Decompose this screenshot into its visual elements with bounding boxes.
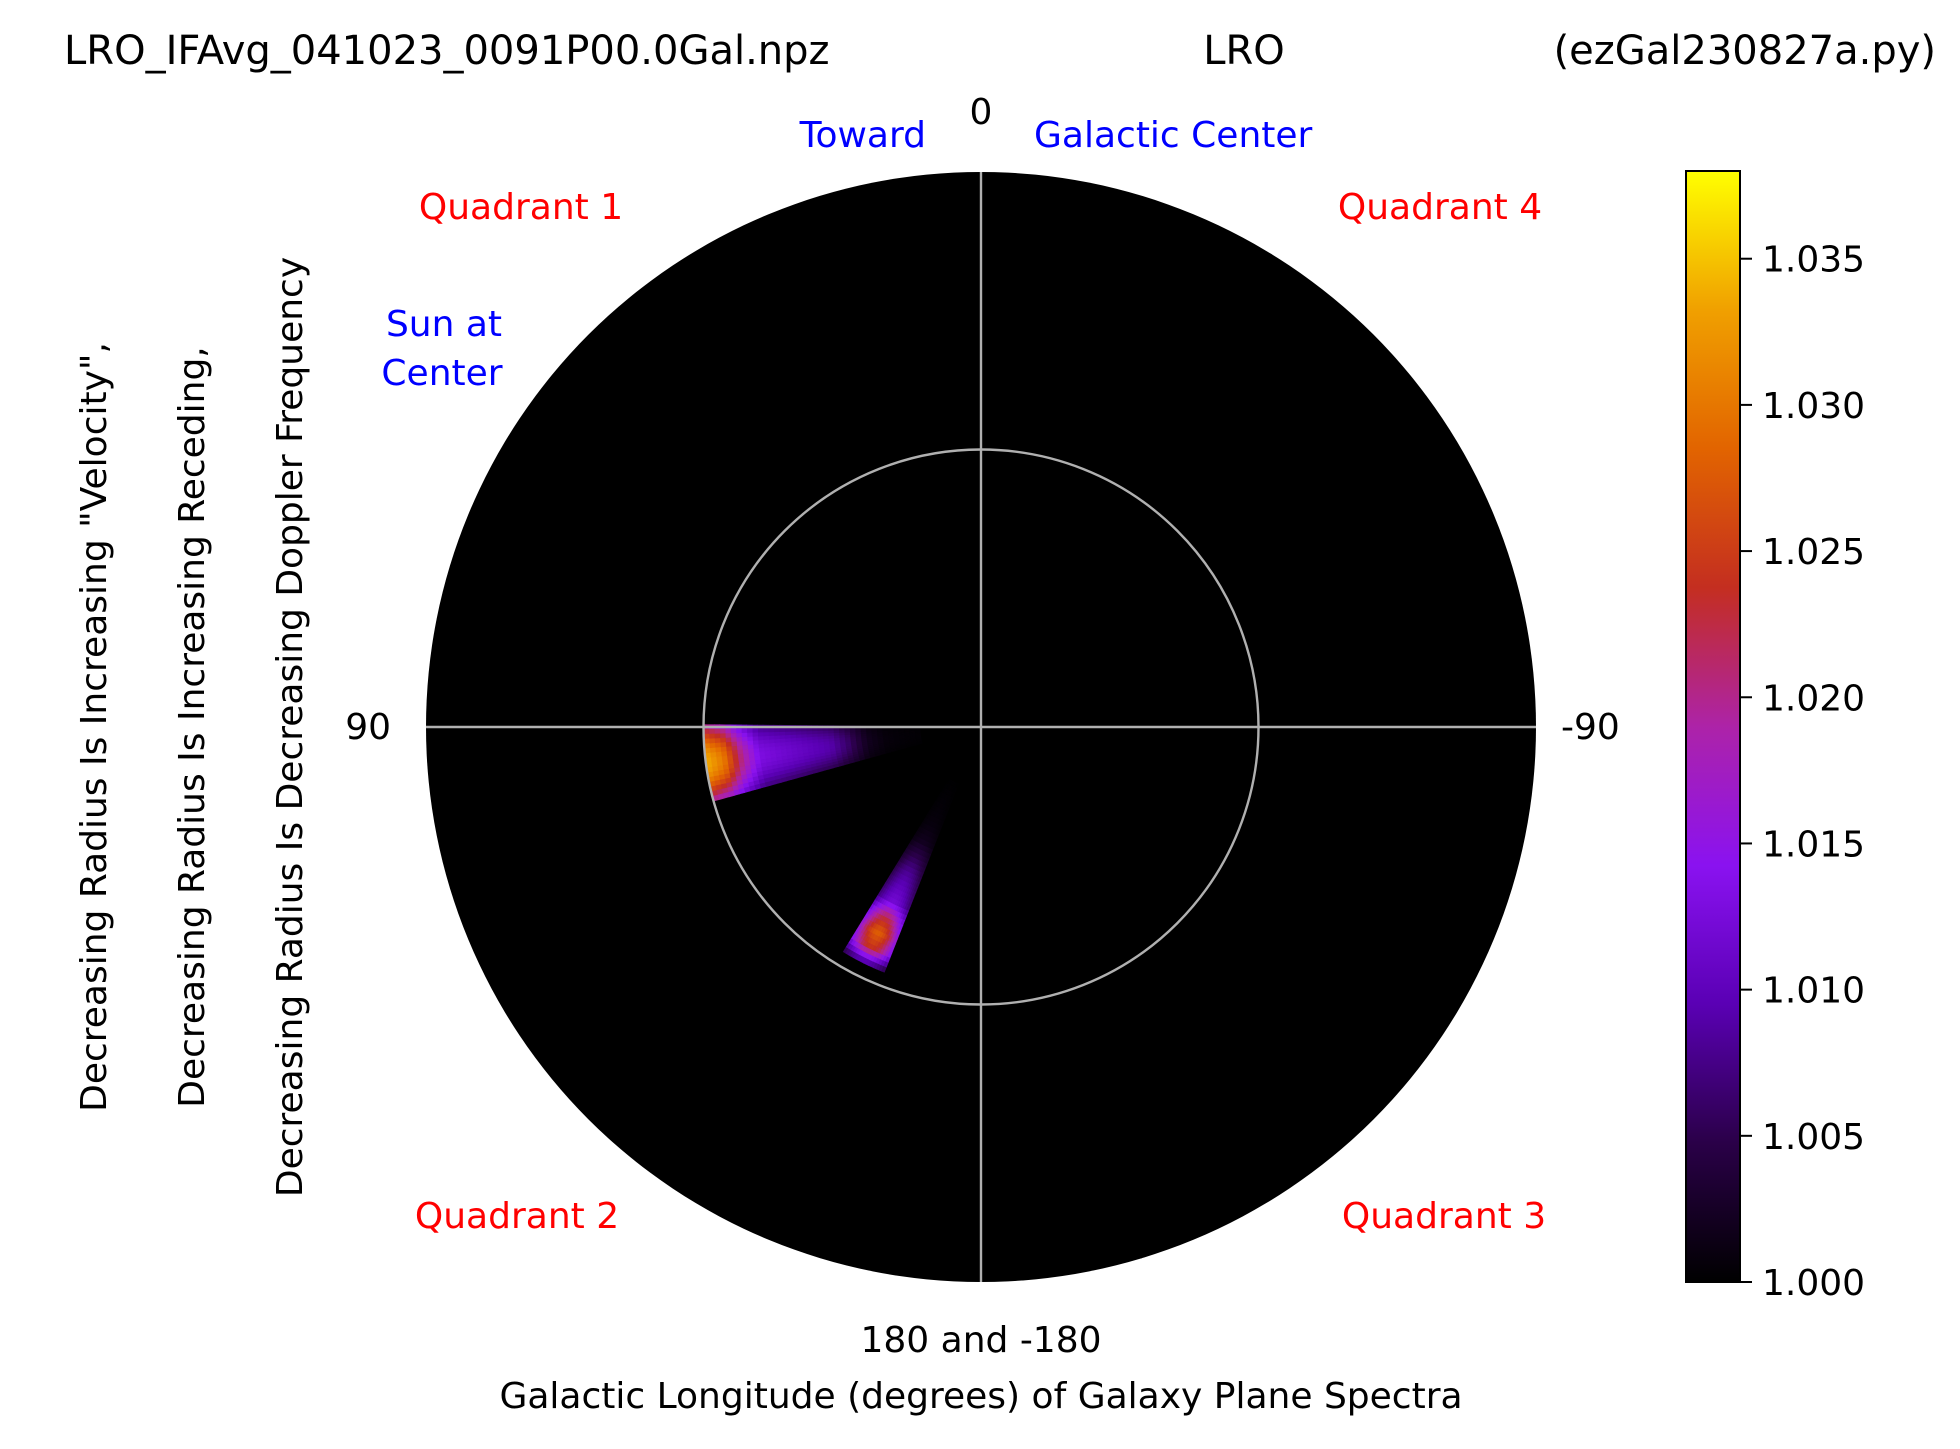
heatmap-cell — [768, 732, 775, 737]
heatmap-wedge-2 — [842, 778, 960, 973]
colorbar-tick-label: 1.035 — [1762, 240, 1865, 281]
header-filename: LRO_IFAvg_041023_0091P00.0Gal.npz — [64, 28, 830, 74]
heatmap-cell — [714, 742, 721, 749]
heatmap-cell — [762, 735, 770, 741]
heatmap-cell — [773, 731, 780, 737]
heatmap-cell — [730, 737, 737, 743]
heatmap-cell — [708, 729, 715, 735]
heatmap-cell — [768, 735, 775, 741]
heatmap-cell — [736, 741, 743, 747]
heatmap-cell — [714, 733, 721, 739]
y-axis-label-line2: Decreasing Radius Is Increasing Receding… — [172, 346, 213, 1107]
heatmap-cell — [719, 733, 726, 739]
heatmap-cell — [730, 728, 737, 734]
heatmap-cell — [795, 731, 802, 736]
grid-radial-ring — [702, 448, 1260, 1006]
colorbar-tick-label: 1.020 — [1762, 678, 1865, 719]
quadrant-2-label: Quadrant 2 — [415, 1196, 619, 1237]
heatmap-cell — [735, 737, 743, 743]
quadrant-4-label: Quadrant 4 — [1338, 187, 1542, 228]
heatmap-cell — [709, 747, 716, 754]
heatmap-cell — [741, 728, 748, 734]
galactic-center-label: Galactic Center — [1034, 115, 1313, 156]
colorbar-tick-label: 1.030 — [1762, 386, 1865, 427]
colorbar-tick-label: 1.010 — [1762, 971, 1865, 1012]
header-script: (ezGal230827a.py) — [1554, 28, 1936, 74]
heatmap-cell — [773, 728, 780, 733]
heatmap-cell — [714, 728, 721, 735]
heatmap-cell — [725, 741, 732, 748]
heatmap-cell — [784, 731, 791, 736]
heatmap-cell — [762, 728, 769, 734]
quadrant-3-label: Quadrant 3 — [1342, 1196, 1546, 1237]
heatmap-cell — [757, 736, 764, 741]
heatmap-cell — [784, 728, 791, 733]
heatmap-cell — [741, 740, 748, 747]
heatmap-wedges — [703, 724, 960, 973]
heatmap-wedge-1 — [703, 724, 923, 802]
heatmap-cell — [709, 742, 716, 749]
heatmap-cell — [779, 731, 786, 737]
heatmap-cell — [768, 728, 775, 733]
heatmap-cell — [719, 728, 726, 735]
colorbar: 1.000 1.005 1.010 1.015 1.020 1.025 1.030 1.035 — [1685, 170, 1865, 1304]
colorbar-tick-label: 1.025 — [1762, 532, 1865, 573]
heatmap-cell — [822, 728, 829, 732]
heatmap-cell — [762, 732, 769, 737]
sun-label-line2: Center — [381, 353, 502, 394]
colorbar-tick-label: 1.005 — [1762, 1117, 1865, 1158]
heatmap-cell — [751, 728, 758, 734]
heatmap-cell — [795, 728, 802, 733]
heatmap-cell — [730, 733, 737, 739]
heatmap-cell — [725, 737, 732, 743]
colorbar-ticks: 1.000 1.005 1.010 1.015 1.020 1.025 1.030 1.035 — [1740, 240, 1865, 1304]
polar-plot — [426, 172, 1536, 1282]
x-axis-label: Galactic Longitude (degrees) of Galaxy P… — [499, 1376, 1462, 1417]
heatmap-cell — [746, 728, 753, 734]
heatmap-cell — [741, 736, 748, 742]
heatmap-cell — [719, 737, 726, 744]
colorbar-gradient — [1685, 170, 1741, 1283]
heatmap-cell — [708, 738, 716, 744]
heatmap-cell — [778, 728, 786, 733]
colorbar-tick-label: 1.015 — [1762, 824, 1865, 865]
heatmap-cell — [757, 732, 764, 738]
angle-tick-0: 0 — [970, 92, 993, 133]
quadrant-1-label: Quadrant 1 — [419, 187, 623, 228]
heatmap-cell — [746, 736, 753, 742]
header-station: LRO — [1203, 28, 1285, 74]
angle-tick-90: 90 — [345, 707, 391, 748]
heatmap-cell — [816, 728, 823, 732]
heatmap-cell — [800, 728, 807, 733]
heatmap-cell — [724, 733, 732, 739]
heatmap-cell — [714, 738, 721, 744]
heatmap-cell — [714, 747, 722, 753]
sun-label-line1: Sun at — [386, 304, 502, 345]
heatmap-cell — [811, 728, 818, 732]
heatmap-cell — [720, 746, 727, 753]
heatmap-cell — [708, 733, 715, 740]
heatmap-cell — [751, 732, 759, 738]
heatmap-cell — [730, 741, 738, 747]
heatmap-cell — [752, 736, 759, 742]
y-axis-label-line3: Decreasing Radius Is Decreasing Doppler … — [270, 257, 311, 1197]
heatmap-cell — [735, 732, 742, 739]
toward-label: Toward — [799, 115, 926, 156]
heatmap-cell — [757, 728, 764, 734]
y-axis-label-line1: Decreasing Radius Is Increasing "Velocit… — [74, 342, 115, 1112]
colorbar-tick-label: 1.000 — [1762, 1263, 1865, 1304]
heatmap-cell — [746, 732, 753, 738]
heatmap-cell — [881, 966, 887, 973]
angle-tick-neg90: -90 — [1561, 707, 1620, 748]
heatmap-cell — [789, 728, 796, 733]
heatmap-cell — [724, 728, 731, 735]
heatmap-cell — [789, 731, 796, 736]
heatmap-cell — [741, 732, 748, 738]
heatmap-cell — [735, 728, 742, 734]
heatmap-cell — [806, 728, 813, 732]
heatmap-cell — [719, 742, 727, 748]
angle-tick-180: 180 and -180 — [860, 1320, 1101, 1361]
